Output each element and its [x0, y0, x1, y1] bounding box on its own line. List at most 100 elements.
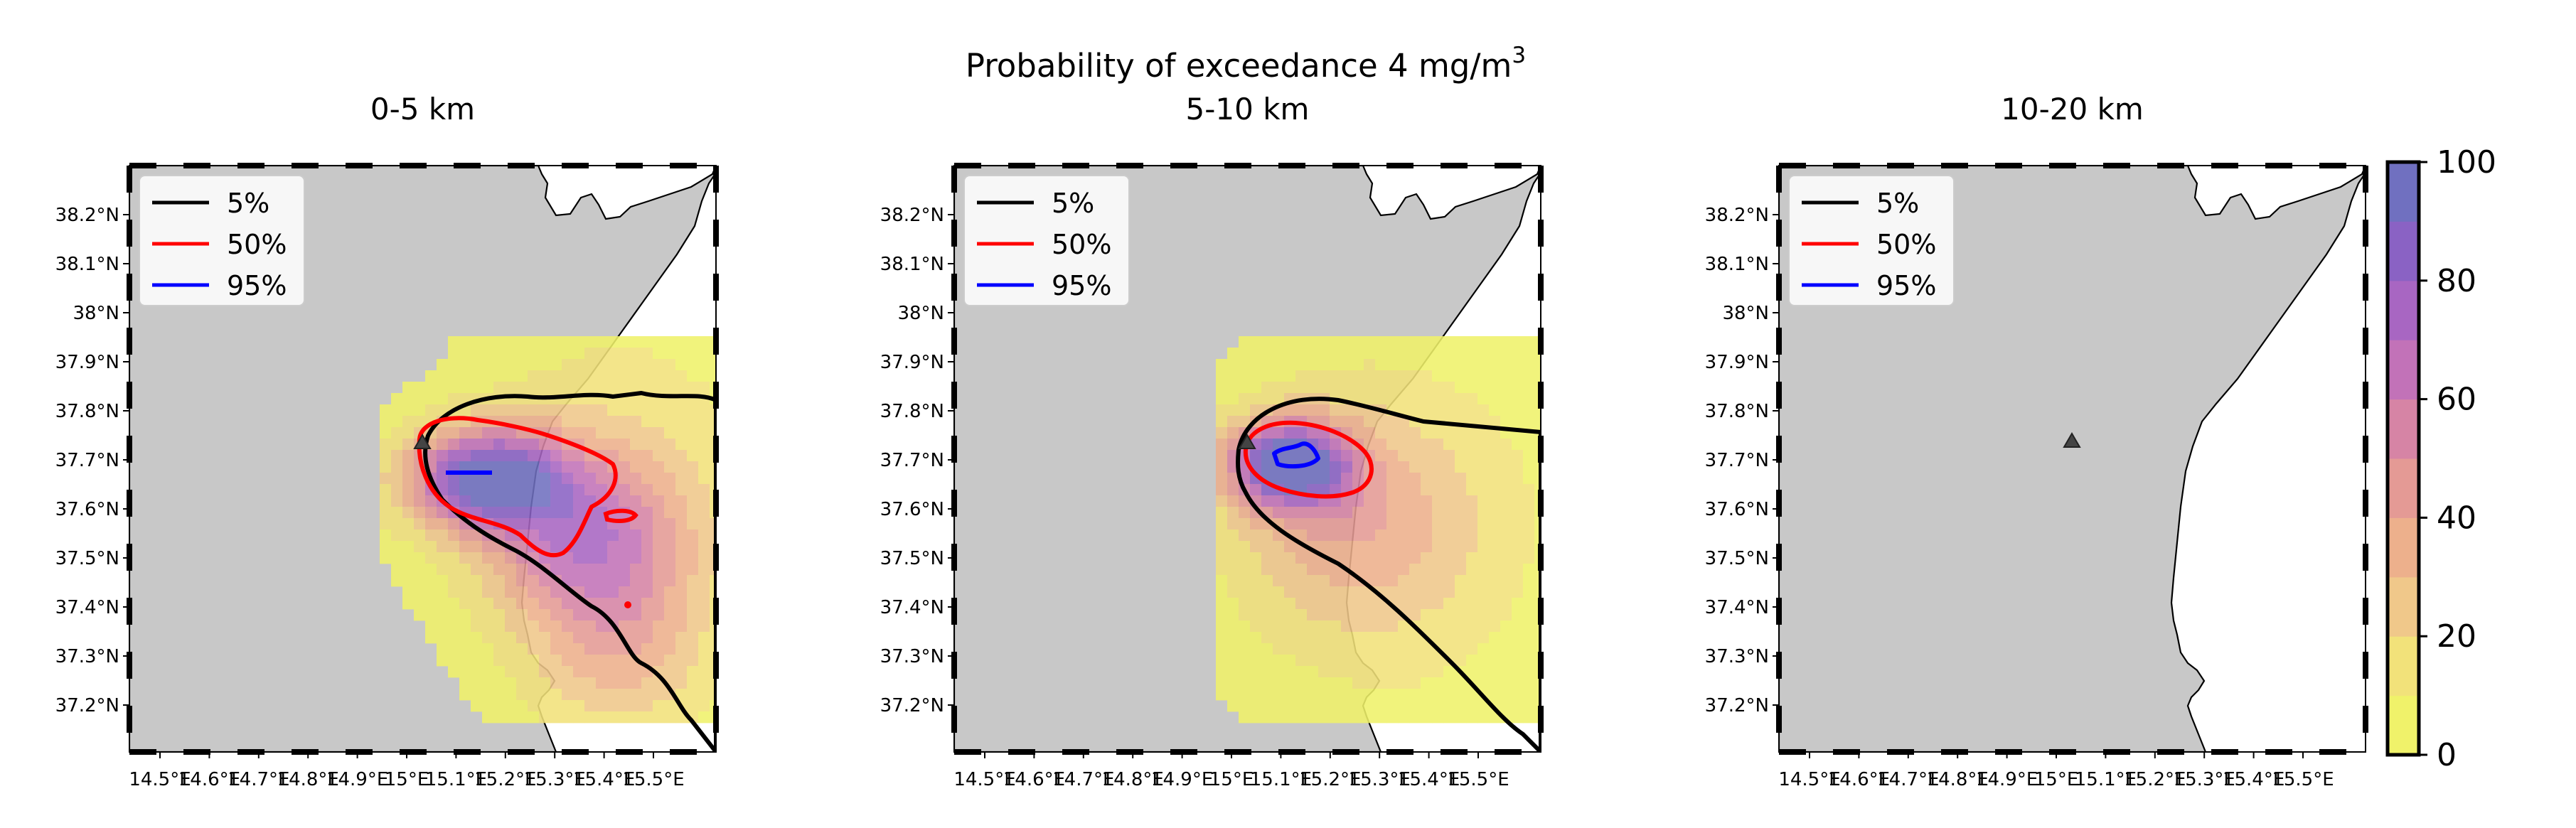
probability-cell — [550, 666, 562, 678]
probability-cell — [482, 439, 494, 451]
probability-cell — [1216, 439, 1228, 451]
probability-cell — [414, 586, 426, 598]
probability-cell — [1273, 677, 1285, 689]
probability-cell — [653, 598, 665, 610]
probability-cell — [1534, 393, 1541, 405]
probability-cell — [1398, 370, 1410, 382]
probability-cell — [516, 564, 528, 576]
probability-cell — [607, 541, 619, 553]
probability-cell — [573, 609, 585, 621]
probability-cell — [448, 495, 460, 507]
probability-cell — [596, 541, 608, 553]
probability-cell — [1398, 655, 1410, 667]
probability-cell — [1386, 393, 1399, 405]
probability-cell — [402, 473, 415, 485]
probability-cell — [698, 609, 710, 621]
probability-cell — [1227, 382, 1239, 394]
probability-cell — [1216, 484, 1228, 496]
probability-cell — [1523, 677, 1535, 689]
probability-cell — [1386, 689, 1399, 701]
probability-cell — [1455, 711, 1467, 724]
probability-cell — [1216, 666, 1228, 678]
probability-cell — [562, 336, 574, 348]
probability-cell — [471, 370, 483, 382]
probability-cell — [505, 586, 517, 598]
probability-cell — [607, 711, 619, 724]
probability-cell — [562, 370, 574, 382]
probability-cell — [619, 711, 631, 724]
probability-cell — [1216, 643, 1228, 655]
probability-cell — [710, 541, 716, 553]
probability-cell — [687, 507, 699, 519]
x-tick-label: 14.5°E — [953, 769, 1015, 790]
probability-cell — [562, 620, 574, 633]
probability-cell — [1432, 439, 1444, 451]
probability-cell — [1489, 518, 1501, 530]
probability-cell — [1352, 529, 1364, 542]
probability-cell — [1500, 541, 1512, 553]
probability-cell — [630, 461, 642, 473]
probability-cell — [1261, 632, 1273, 644]
colorbar-tick-label: 80 — [2437, 263, 2476, 299]
probability-cell — [1443, 382, 1455, 394]
probability-cell — [562, 518, 574, 530]
probability-cell — [1227, 359, 1239, 371]
probability-cell — [1443, 575, 1455, 587]
probability-cell — [1250, 632, 1262, 644]
probability-cell — [607, 404, 619, 416]
probability-cell — [1352, 552, 1364, 564]
probability-cell — [1216, 507, 1228, 519]
probability-cell — [1295, 473, 1308, 485]
probability-cell — [562, 700, 574, 712]
probability-cell — [425, 620, 437, 633]
probability-cell — [1386, 473, 1399, 485]
probability-cell — [539, 643, 551, 655]
probability-cell — [1466, 598, 1478, 610]
y-tick-label: 38°N — [1722, 303, 1769, 324]
probability-cell — [630, 529, 642, 542]
probability-cell — [1432, 370, 1444, 382]
probability-cell — [528, 450, 540, 462]
probability-cell — [1295, 427, 1308, 439]
probability-cell — [1364, 336, 1376, 348]
probability-cell — [1330, 370, 1342, 382]
probability-cell — [1284, 598, 1296, 610]
probability-cell — [1534, 689, 1541, 701]
probability-cell — [1364, 348, 1376, 360]
probability-cell — [391, 518, 403, 530]
probability-cell — [1318, 677, 1330, 689]
probability-cell — [1500, 575, 1512, 587]
probability-cell — [493, 439, 506, 451]
probability-cell — [1375, 643, 1387, 655]
probability-cell — [1318, 461, 1330, 473]
probability-cell — [1534, 586, 1541, 598]
probability-cell — [1284, 473, 1296, 485]
probability-cell — [1512, 450, 1524, 462]
probability-cell — [687, 677, 699, 689]
probability-cell — [698, 507, 710, 519]
probability-cell — [448, 609, 460, 621]
probability-cell — [539, 450, 551, 462]
probability-cell — [1330, 541, 1342, 553]
probability-cell — [1341, 529, 1353, 542]
probability-cell — [1261, 655, 1273, 667]
probability-cell — [1284, 370, 1296, 382]
probability-cell — [1477, 450, 1490, 462]
probability-cell — [584, 336, 597, 348]
probability-cell — [550, 450, 562, 462]
probability-cell — [391, 507, 403, 519]
probability-cell — [653, 484, 665, 496]
probability-cell — [482, 564, 494, 576]
probability-cell — [573, 348, 585, 360]
probability-cell — [471, 541, 483, 553]
probability-cell — [1273, 552, 1285, 564]
probability-cell — [664, 586, 676, 598]
y-tick-label: 37.9°N — [55, 352, 119, 373]
probability-cell — [437, 552, 449, 564]
probability-cell — [528, 666, 540, 678]
probability-cell — [539, 689, 551, 701]
probability-cell — [1216, 655, 1228, 667]
probability-cell — [1523, 473, 1535, 485]
probability-cell — [471, 586, 483, 598]
probability-cell — [516, 666, 528, 678]
